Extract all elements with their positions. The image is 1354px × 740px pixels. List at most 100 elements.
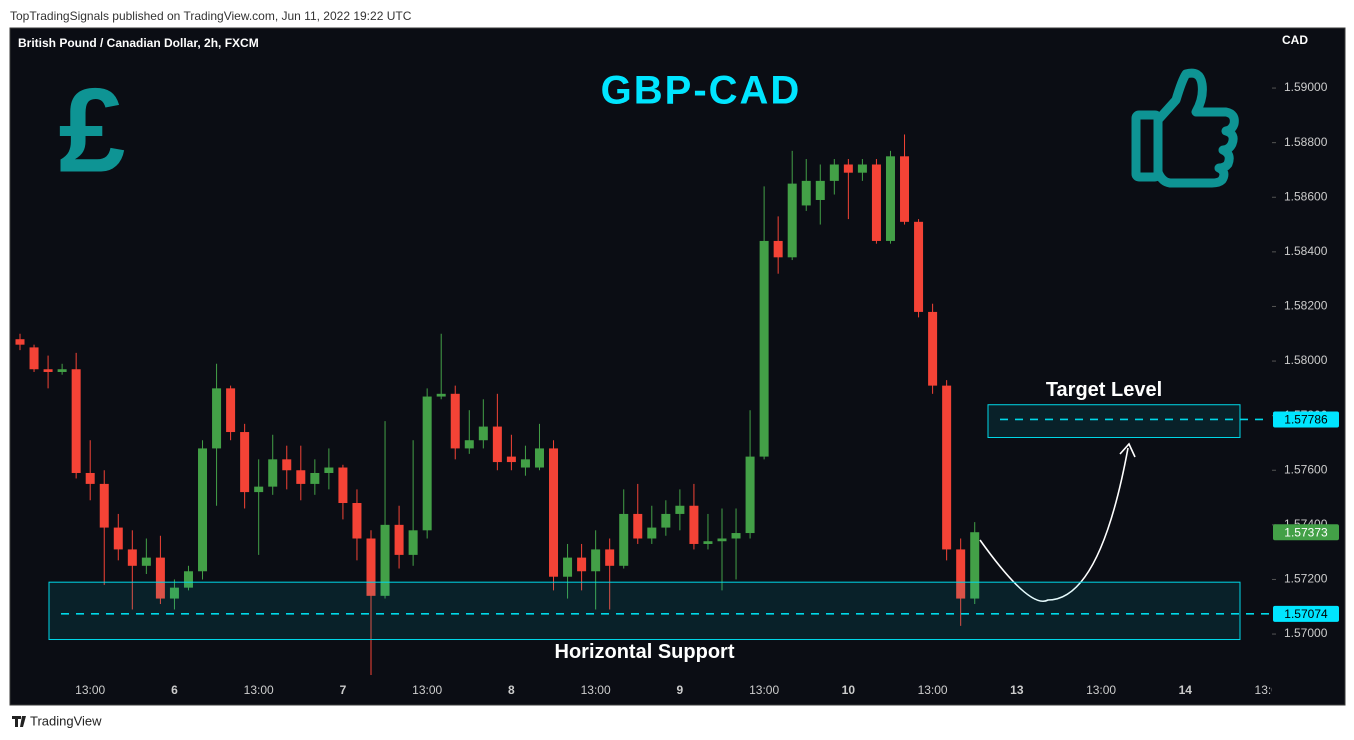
candle-body [422, 396, 432, 531]
candle-body [731, 533, 741, 539]
candle-body [619, 513, 629, 566]
y-tick-label: 1.58800 [1284, 135, 1328, 149]
candle-body [675, 505, 685, 514]
candle-body [647, 527, 657, 539]
overlay: 1.570001.572001.574001.576001.578001.580… [48, 80, 1339, 663]
x-tick-label: 8 [508, 683, 515, 697]
y-tick-label: 1.58200 [1284, 299, 1328, 313]
candle-body [296, 470, 306, 484]
y-tick-label: 1.59000 [1284, 80, 1328, 94]
candle-body [549, 448, 559, 577]
x-tick-label: 13:00 [1255, 683, 1285, 697]
price-label-box [1273, 411, 1339, 428]
candle-body [801, 180, 811, 206]
candle-body [198, 448, 208, 572]
x-tick-label: 9 [677, 683, 684, 697]
y-tick-label: 1.57200 [1284, 572, 1328, 586]
x-tick-label: 13:00 [749, 683, 779, 697]
candle-body [577, 557, 587, 572]
candle-body [914, 221, 924, 312]
candle-body [591, 549, 601, 572]
brand-logo [12, 716, 26, 727]
y-tick-label: 1.58000 [1284, 353, 1328, 367]
publish-info: TopTradingSignals published on TradingVi… [10, 9, 412, 23]
candle-body [141, 557, 151, 566]
candle-body [113, 527, 123, 550]
plot-area: 13:00 6 13:00 7 13:00 8 13:00 9 13:00 10 13:00 13 13… [15, 134, 1285, 697]
x-tick-label: 7 [340, 683, 347, 697]
candle-body [689, 505, 699, 544]
price-label: 1.57074 [1284, 607, 1328, 621]
candle-body [15, 339, 25, 345]
candle-body [745, 456, 755, 534]
candle-body [394, 524, 404, 555]
x-tick-label: 14 [1179, 683, 1193, 697]
price-label-box [1273, 524, 1339, 541]
zone-box [48, 581, 1241, 641]
candle-body [506, 456, 516, 463]
candle-body [717, 538, 727, 542]
x-tick-label: 10 [842, 683, 856, 697]
axis-unit: CAD [1282, 33, 1308, 47]
candle-body [127, 549, 137, 566]
price-label-box [1273, 605, 1339, 622]
zone-label: Horizontal Support [555, 641, 735, 663]
x-tick-label: 13:00 [412, 683, 442, 697]
price-label: 1.57373 [1284, 525, 1328, 539]
candle-body [787, 183, 797, 258]
candle-body [534, 448, 544, 468]
candle-body [885, 156, 895, 241]
candle-body [829, 164, 839, 181]
candle-body [338, 467, 348, 504]
candle-body [478, 426, 488, 441]
candle-body [43, 369, 53, 372]
symbol-label: British Pound / Canadian Dollar, 2h, FXC… [18, 36, 259, 50]
candle-body [773, 240, 783, 258]
y-tick-label: 1.57600 [1284, 462, 1328, 476]
candle-body [99, 483, 109, 528]
projection-arrow [979, 447, 1129, 602]
candle-body [324, 467, 334, 473]
y-tick-label: 1.58600 [1284, 189, 1328, 203]
thumbs-up-icon [1131, 68, 1239, 188]
x-tick-label: 13:00 [244, 683, 274, 697]
candle-body [563, 557, 573, 577]
x-tick-label: 13:00 [1086, 683, 1116, 697]
candle-body [352, 503, 362, 539]
x-tick-label: 13:00 [581, 683, 611, 697]
candle-body [169, 587, 179, 599]
candle-body [155, 557, 165, 599]
candle-body [380, 524, 390, 596]
candle-body [633, 513, 643, 539]
x-tick-label: 6 [171, 683, 178, 697]
candle-body [254, 486, 264, 493]
candle-body [605, 549, 615, 566]
candle-body [29, 347, 39, 370]
candle-body [815, 180, 825, 200]
candle-body [492, 426, 502, 463]
y-tick-label: 1.58400 [1284, 244, 1328, 258]
footer-brand: TradingView [30, 713, 102, 728]
candle-body [464, 440, 474, 449]
candle-body [212, 388, 222, 449]
candle-body [942, 385, 952, 550]
x-tick-label: 13 [1010, 683, 1024, 697]
candle-body [661, 513, 671, 528]
candle-body [57, 369, 67, 372]
candle-body [857, 164, 867, 173]
candle-body [703, 541, 713, 544]
candle-body [450, 393, 460, 449]
candle-body [85, 472, 95, 484]
candle-body [226, 388, 236, 433]
chart-title: GBP-CAD [601, 69, 802, 113]
x-tick-label: 13:00 [75, 683, 105, 697]
zone-box [987, 404, 1241, 438]
candle-body [408, 530, 418, 555]
candle-body [900, 156, 910, 222]
candle-body [928, 311, 938, 386]
candle-body [183, 571, 193, 588]
zone-label: Target Level [1046, 379, 1162, 401]
candle-body [366, 538, 376, 596]
candle-body [310, 472, 320, 484]
